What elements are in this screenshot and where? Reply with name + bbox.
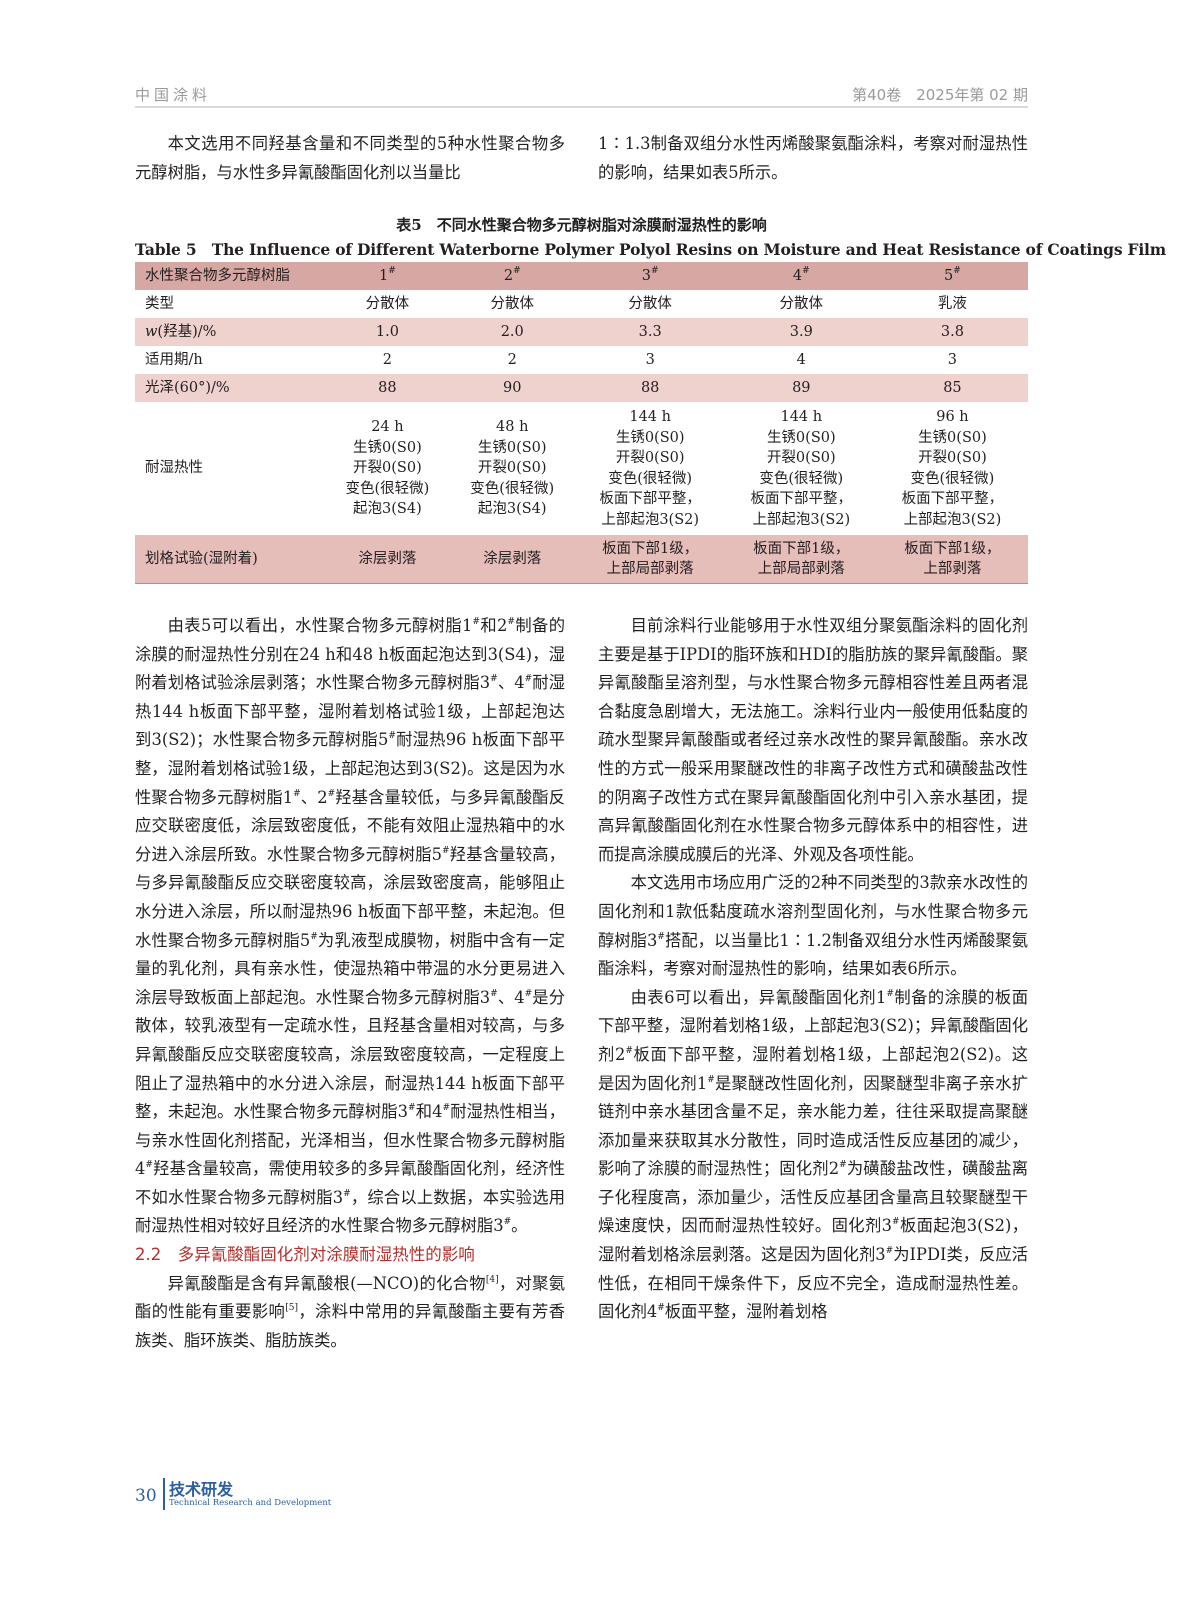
table-cell: 涂层剥落: [325, 535, 450, 584]
paragraph: 由表6可以看出，异氰酸酯固化剂1#制备的涂膜的板面下部平整，湿附着划格1级，上部…: [598, 987, 1029, 1322]
row-label: 类型: [135, 290, 325, 318]
table-cell: 分散体: [574, 290, 726, 318]
table-cell: 89: [725, 374, 877, 402]
row-label: 适用期/h: [135, 346, 325, 374]
running-header: 中国涂料 第40卷 2025年第 02 期: [135, 82, 1028, 108]
table-cell: 3.8: [876, 318, 1028, 346]
right-column: 目前涂料行业能够用于水性双组分聚氨酯涂料的固化剂主要是基于IPDI的脂环族和HD…: [598, 612, 1028, 1327]
section-label-en: Technical Research and Development: [169, 1498, 332, 1508]
issue-info: 第40卷 2025年第 02 期: [852, 86, 1028, 104]
header-cell: 水性聚合物多元醇树脂: [135, 262, 325, 290]
section-heading: 2.2 多异氰酸酯固化剂对涂膜耐湿热性的影响: [135, 1245, 475, 1265]
table-cell: 分散体: [325, 290, 450, 318]
table-cell: 144 h 生锈0(S0) 开裂0(S0) 变色(很轻微) 板面下部平整， 上部起泡3(S…: [574, 402, 726, 535]
table-cell: 分散体: [725, 290, 877, 318]
table-row: 耐湿热性 24 h 生锈0(S0) 开裂0(S0) 变色(很轻微) 起泡3(S4) 48…: [135, 402, 1028, 535]
table-cell: 3.3: [574, 318, 726, 346]
table-5: 水性聚合物多元醇树脂 1# 2# 3# 4# 5# 类型 分散体 分散体 分散体…: [135, 262, 1028, 584]
table-row: w(羟基)/% 1.0 2.0 3.3 3.9 3.8: [135, 318, 1028, 346]
row-label: w(羟基)/%: [135, 318, 325, 346]
table-cell: 3: [574, 346, 726, 374]
table-cell: 24 h 生锈0(S0) 开裂0(S0) 变色(很轻微) 起泡3(S4): [325, 402, 450, 535]
table-cell: 板面下部1级， 上部剥落: [876, 535, 1028, 584]
header-cell: 5#: [876, 262, 1028, 290]
table-row: 适用期/h 2 2 3 4 3: [135, 346, 1028, 374]
table-header-row: 水性聚合物多元醇树脂 1# 2# 3# 4# 5#: [135, 262, 1028, 290]
table-cell: 乳液: [876, 290, 1028, 318]
row-label: 耐湿热性: [135, 402, 325, 535]
table-cell: 4: [725, 346, 877, 374]
table-cell: 88: [574, 374, 726, 402]
table-row: 划格试验(湿附着) 涂层剥落 涂层剥落 板面下部1级， 上部局部剥落 板面下部1级…: [135, 535, 1028, 584]
header-cell: 2#: [449, 262, 575, 290]
page-number: 30: [135, 1486, 157, 1506]
intro-right: 1∶1.3制备双组分水性丙烯酸聚氨酯涂料，考察对耐湿热性的影响，结果如表5所示。: [598, 130, 1028, 187]
header-cell: 4#: [725, 262, 877, 290]
paragraph: 本文选用市场应用广泛的2种不同类型的3款亲水改性的固化剂和1款低黏度疏水溶剂型固…: [598, 873, 1028, 979]
table-cell: 3.9: [725, 318, 877, 346]
section-label-cn: 技术研发: [169, 1480, 234, 1499]
table-row: 类型 分散体 分散体 分散体 分散体 乳液: [135, 290, 1028, 318]
table-cell: 板面下部1级， 上部局部剥落: [725, 535, 877, 584]
intro-left: 本文选用不同羟基含量和不同类型的5种水性聚合物多元醇树脂，与水性多异氰酸酯固化剂…: [135, 130, 565, 187]
intro-right-text: 1∶1.3制备双组分水性丙烯酸聚氨酯涂料，考察对耐湿热性的影响，结果如表5所示。: [598, 134, 1028, 182]
table-cell: 2: [449, 346, 575, 374]
table-cell: 48 h 生锈0(S0) 开裂0(S0) 变色(很轻微) 起泡3(S4): [449, 402, 575, 535]
table-caption-cn: 表5 不同水性聚合物多元醇树脂对涂膜耐湿热性的影响: [396, 216, 767, 234]
header-cell: 1#: [325, 262, 450, 290]
table-row: 光泽(60°)/% 88 90 88 89 85: [135, 374, 1028, 402]
intro-left-text: 本文选用不同羟基含量和不同类型的5种水性聚合物多元醇树脂，与水性多异氰酸酯固化剂…: [135, 134, 565, 182]
table-cell: 144 h 生锈0(S0) 开裂0(S0) 变色(很轻微) 板面下部平整， 上部起泡3(S…: [725, 402, 877, 535]
table-cell: 85: [876, 374, 1028, 402]
table-cell: 88: [325, 374, 450, 402]
table-caption-en: Table 5 The Influence of Different Water…: [135, 240, 1166, 259]
paragraph: 由表5可以看出，水性聚合物多元醇树脂1#和2#制备的涂膜的耐湿热性分别在24 h…: [135, 616, 565, 1236]
row-label: 划格试验(湿附着): [135, 535, 325, 584]
left-column: 由表5可以看出，水性聚合物多元醇树脂1#和2#制备的涂膜的耐湿热性分别在24 h…: [135, 612, 565, 1355]
table-cell: 分散体: [449, 290, 575, 318]
table-cell: 板面下部1级， 上部局部剥落: [574, 535, 726, 584]
table-cell: 96 h 生锈0(S0) 开裂0(S0) 变色(很轻微) 板面下部平整， 上部起泡3(S2…: [876, 402, 1028, 535]
row-label: 光泽(60°)/%: [135, 374, 325, 402]
journal-name: 中国涂料: [135, 86, 212, 104]
table-cell: 90: [449, 374, 575, 402]
table-cell: 1.0: [325, 318, 450, 346]
table-cell: 2: [325, 346, 450, 374]
table-cell: 涂层剥落: [449, 535, 575, 584]
table-cell: 2.0: [449, 318, 575, 346]
footer-divider: [163, 1478, 165, 1510]
paragraph: 异氰酸酯是含有异氰酸根(—NCO)的化合物[4]，对聚氨酯的性能有重要影响[5]…: [135, 1273, 565, 1350]
table-cell: 3: [876, 346, 1028, 374]
paragraph: 目前涂料行业能够用于水性双组分聚氨酯涂料的固化剂主要是基于IPDI的脂环族和HD…: [598, 616, 1028, 864]
header-cell: 3#: [574, 262, 726, 290]
